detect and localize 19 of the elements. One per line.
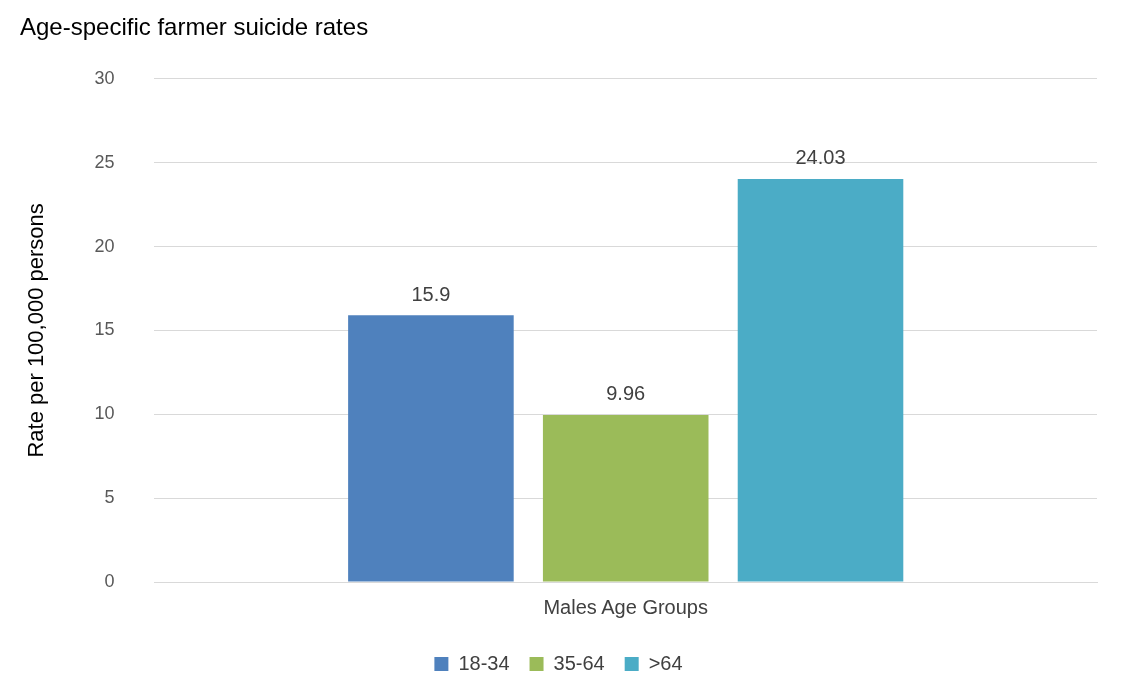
chart-title: Age-specific farmer suicide rates [20,13,369,41]
y-tick-label: 15 [94,319,115,340]
y-tick-label: 30 [94,67,115,88]
bar [348,315,514,582]
y-tick-label: 10 [94,403,115,424]
y-tick-label: 25 [94,151,115,172]
y-tick-label: 20 [94,235,115,256]
y-tick-label: 5 [104,487,115,508]
data-label: 24.03 [795,146,846,169]
y-tick-label: 0 [104,570,115,591]
legend-label: 18-34 [458,651,510,674]
legend-label: 35-64 [553,651,605,674]
x-tick-label: Males Age Groups [543,595,708,618]
y-axis-title: Rate per 100,000 persons [23,203,49,458]
legend-label: >64 [648,651,683,674]
data-label: 15.9 [411,282,451,305]
bar [737,178,904,582]
bar [542,414,709,582]
data-label: 9.96 [606,382,646,405]
